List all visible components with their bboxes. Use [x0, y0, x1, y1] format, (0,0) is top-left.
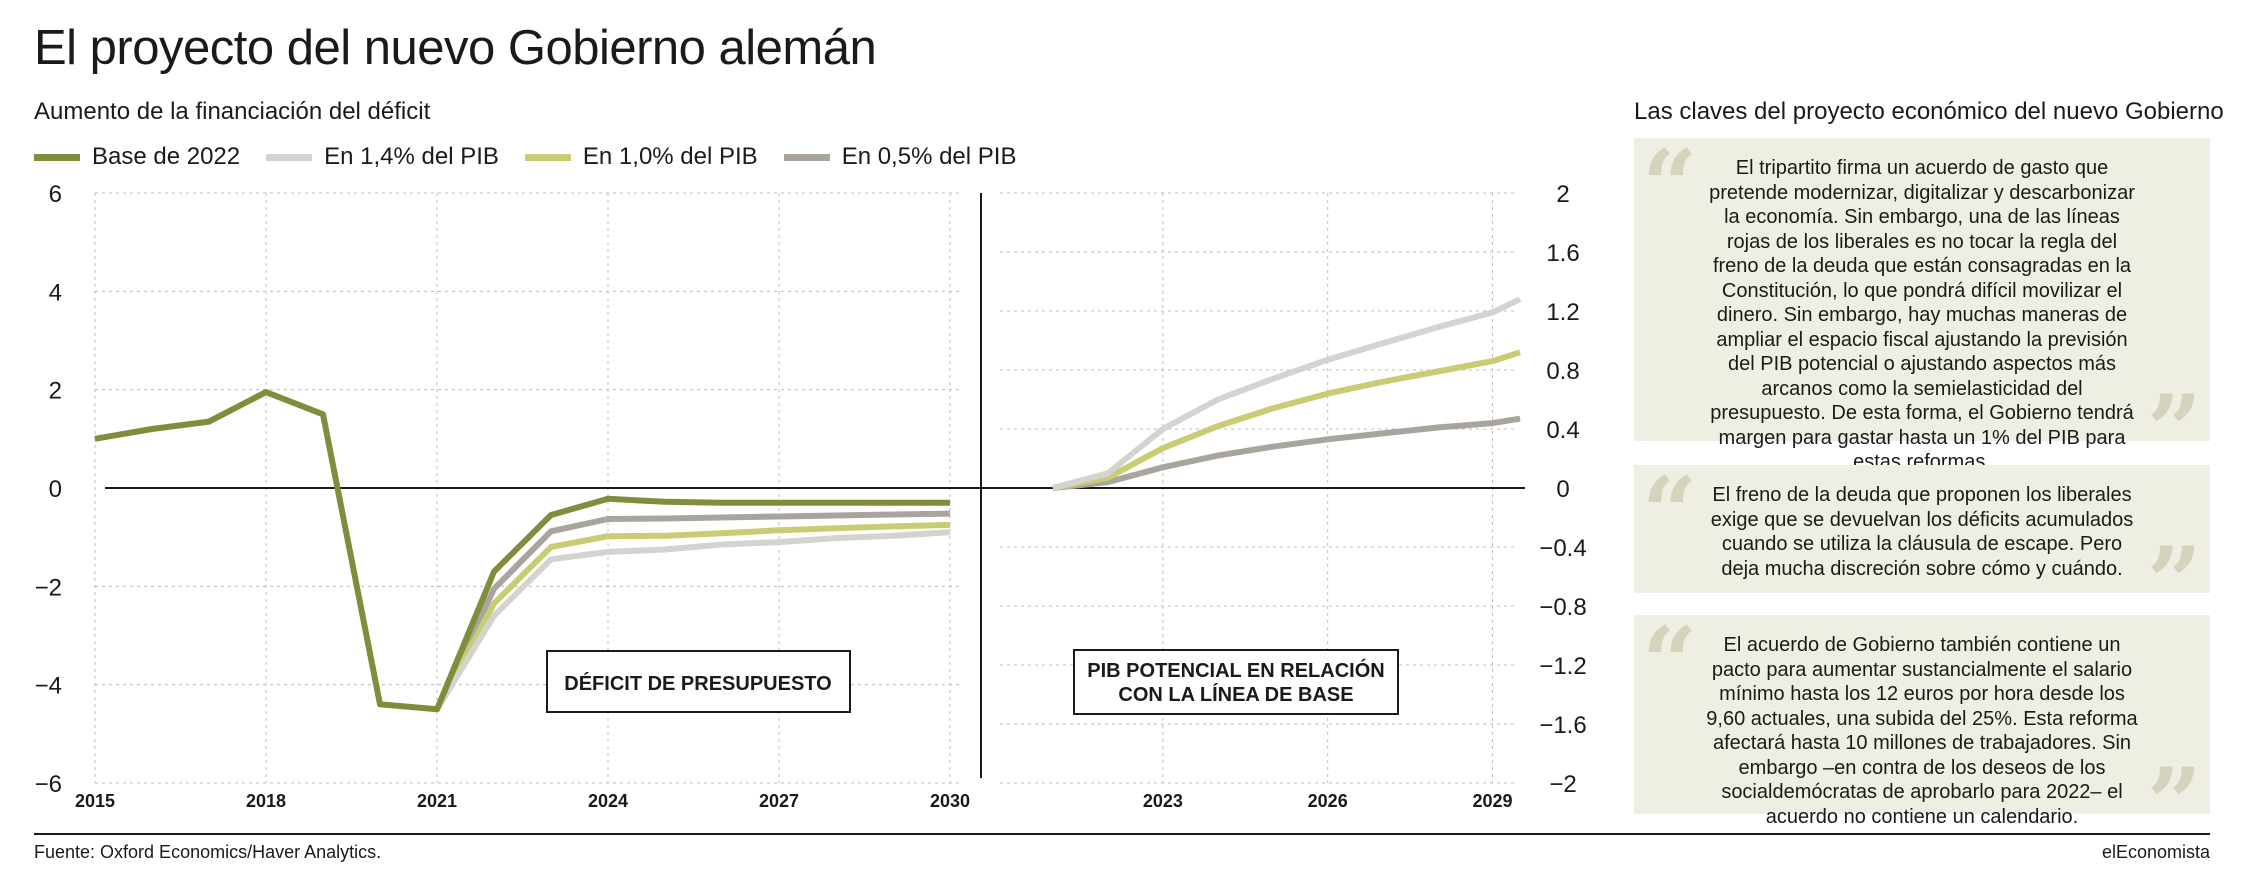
y-tick-label-right: 0.4: [1546, 417, 1579, 444]
open-quote-icon: “: [1642, 129, 1698, 242]
open-quote-icon: “: [1642, 456, 1698, 569]
y-tick-label: 6: [49, 181, 62, 208]
x-tick-label: 2024: [588, 791, 628, 811]
panel-title-box: [1073, 649, 1399, 715]
quote-text: El tripartito firma un acuerdo de gasto …: [1709, 157, 2135, 473]
panel-title-line-1: PIB POTENCIAL EN RELACIÓN: [1087, 658, 1384, 682]
y-tick-label-right: −0.8: [1539, 594, 1586, 621]
close-quote-icon: ”: [2146, 374, 2202, 487]
brand-logo: elEconomista: [2101, 842, 2210, 862]
x-tick-label: 2030: [930, 791, 970, 811]
x-tick-label: 2023: [1143, 791, 1183, 811]
legend-swatch: [34, 153, 80, 161]
y-tick-label-right: 2: [1556, 181, 1569, 208]
series-line: [94, 389, 950, 713]
legend-item-base: Base de 2022: [34, 143, 240, 171]
y-tick-label: 4: [49, 279, 62, 306]
y-tick-label: 0: [49, 476, 62, 503]
x-tick-label: 2026: [1308, 791, 1348, 811]
x-tick-label: 2018: [246, 791, 286, 811]
series-line: [434, 521, 951, 711]
bottom-rule: [34, 833, 2210, 835]
y-tick-label: 2: [49, 378, 62, 405]
y-tick-label-right: −1.2: [1539, 653, 1586, 680]
quote-box-3: “ El acuerdo de Gobierno también contien…: [1634, 606, 2210, 852]
series-line: [1052, 415, 1521, 491]
chart: 6 4 2 0 −2 −4 −6 2015 2018 2021 2024 2027 2030 2 1.6 1.…: [35, 181, 1587, 811]
legend-item-05: En 0,5% del PIB: [783, 143, 1017, 171]
close-quote-icon: ”: [2146, 526, 2202, 639]
y-tick-label-right: 1.2: [1546, 299, 1579, 326]
x-tick-label: 2021: [417, 791, 457, 811]
legend-swatch: [524, 153, 571, 161]
legend-label: En 0,5% del PIB: [841, 143, 1017, 170]
chart-subtitle: Aumento de la financiación del déficit: [34, 98, 431, 125]
panel-title-line-2: CON LA LÍNEA DE BASE: [1118, 683, 1353, 706]
legend: Base de 2022 En 1,4% del PIB En 1,0% del…: [34, 142, 1042, 172]
y-tick-label: −2: [35, 574, 62, 601]
panel-title: DÉFICIT DE PRESUPUESTO: [564, 672, 831, 695]
legend-label: En 1,4% del PIB: [324, 143, 499, 170]
open-quote-icon: “: [1642, 606, 1698, 719]
panel-title-box: [546, 650, 851, 713]
quote-text: El freno de la deuda que proponen los li…: [1710, 484, 2134, 580]
series-line: [1052, 349, 1521, 491]
y-tick-label-right: −0.4: [1539, 535, 1586, 562]
legend-item-14: En 1,4% del PIB: [266, 143, 499, 171]
y-tick-label: −4: [35, 673, 62, 700]
quote-box-1: “ El tripartito firma un acuerdo de gast…: [1634, 129, 2210, 479]
legend-swatch: [266, 153, 313, 161]
sidebar-title: Las claves del proyecto económico del nu…: [1634, 98, 2224, 125]
page-title: El proyecto del nuevo Gobierno alemán: [34, 21, 877, 75]
y-tick-label-right: 0: [1556, 476, 1569, 503]
source-note: Fuente: Oxford Economics/Haver Analytics…: [34, 842, 382, 862]
quote-text: El acuerdo de Gobierno también contiene …: [1706, 634, 2138, 828]
legend-swatch: [783, 153, 830, 161]
series-line: [434, 529, 951, 711]
x-tick-label: 2015: [75, 791, 115, 811]
close-quote-icon: ”: [2146, 747, 2202, 860]
series-line: [434, 510, 951, 711]
x-tick-label: 2027: [759, 791, 799, 811]
legend-label: Base de 2022: [92, 143, 241, 170]
y-tick-label-right: −2: [1549, 771, 1576, 798]
series-line: [1052, 296, 1522, 491]
x-tick-label: 2029: [1473, 791, 1513, 811]
legend-label: En 1,0% del PIB: [582, 143, 758, 170]
quote-box-2: “ El freno de la deuda que proponen los …: [1634, 456, 2210, 631]
y-tick-label-right: 1.6: [1546, 240, 1579, 267]
y-tick-label-right: 0.8: [1546, 358, 1579, 385]
y-tick-label: −6: [35, 771, 62, 798]
y-tick-label-right: −1.6: [1539, 712, 1586, 739]
legend-item-10: En 1,0% del PIB: [524, 143, 758, 171]
